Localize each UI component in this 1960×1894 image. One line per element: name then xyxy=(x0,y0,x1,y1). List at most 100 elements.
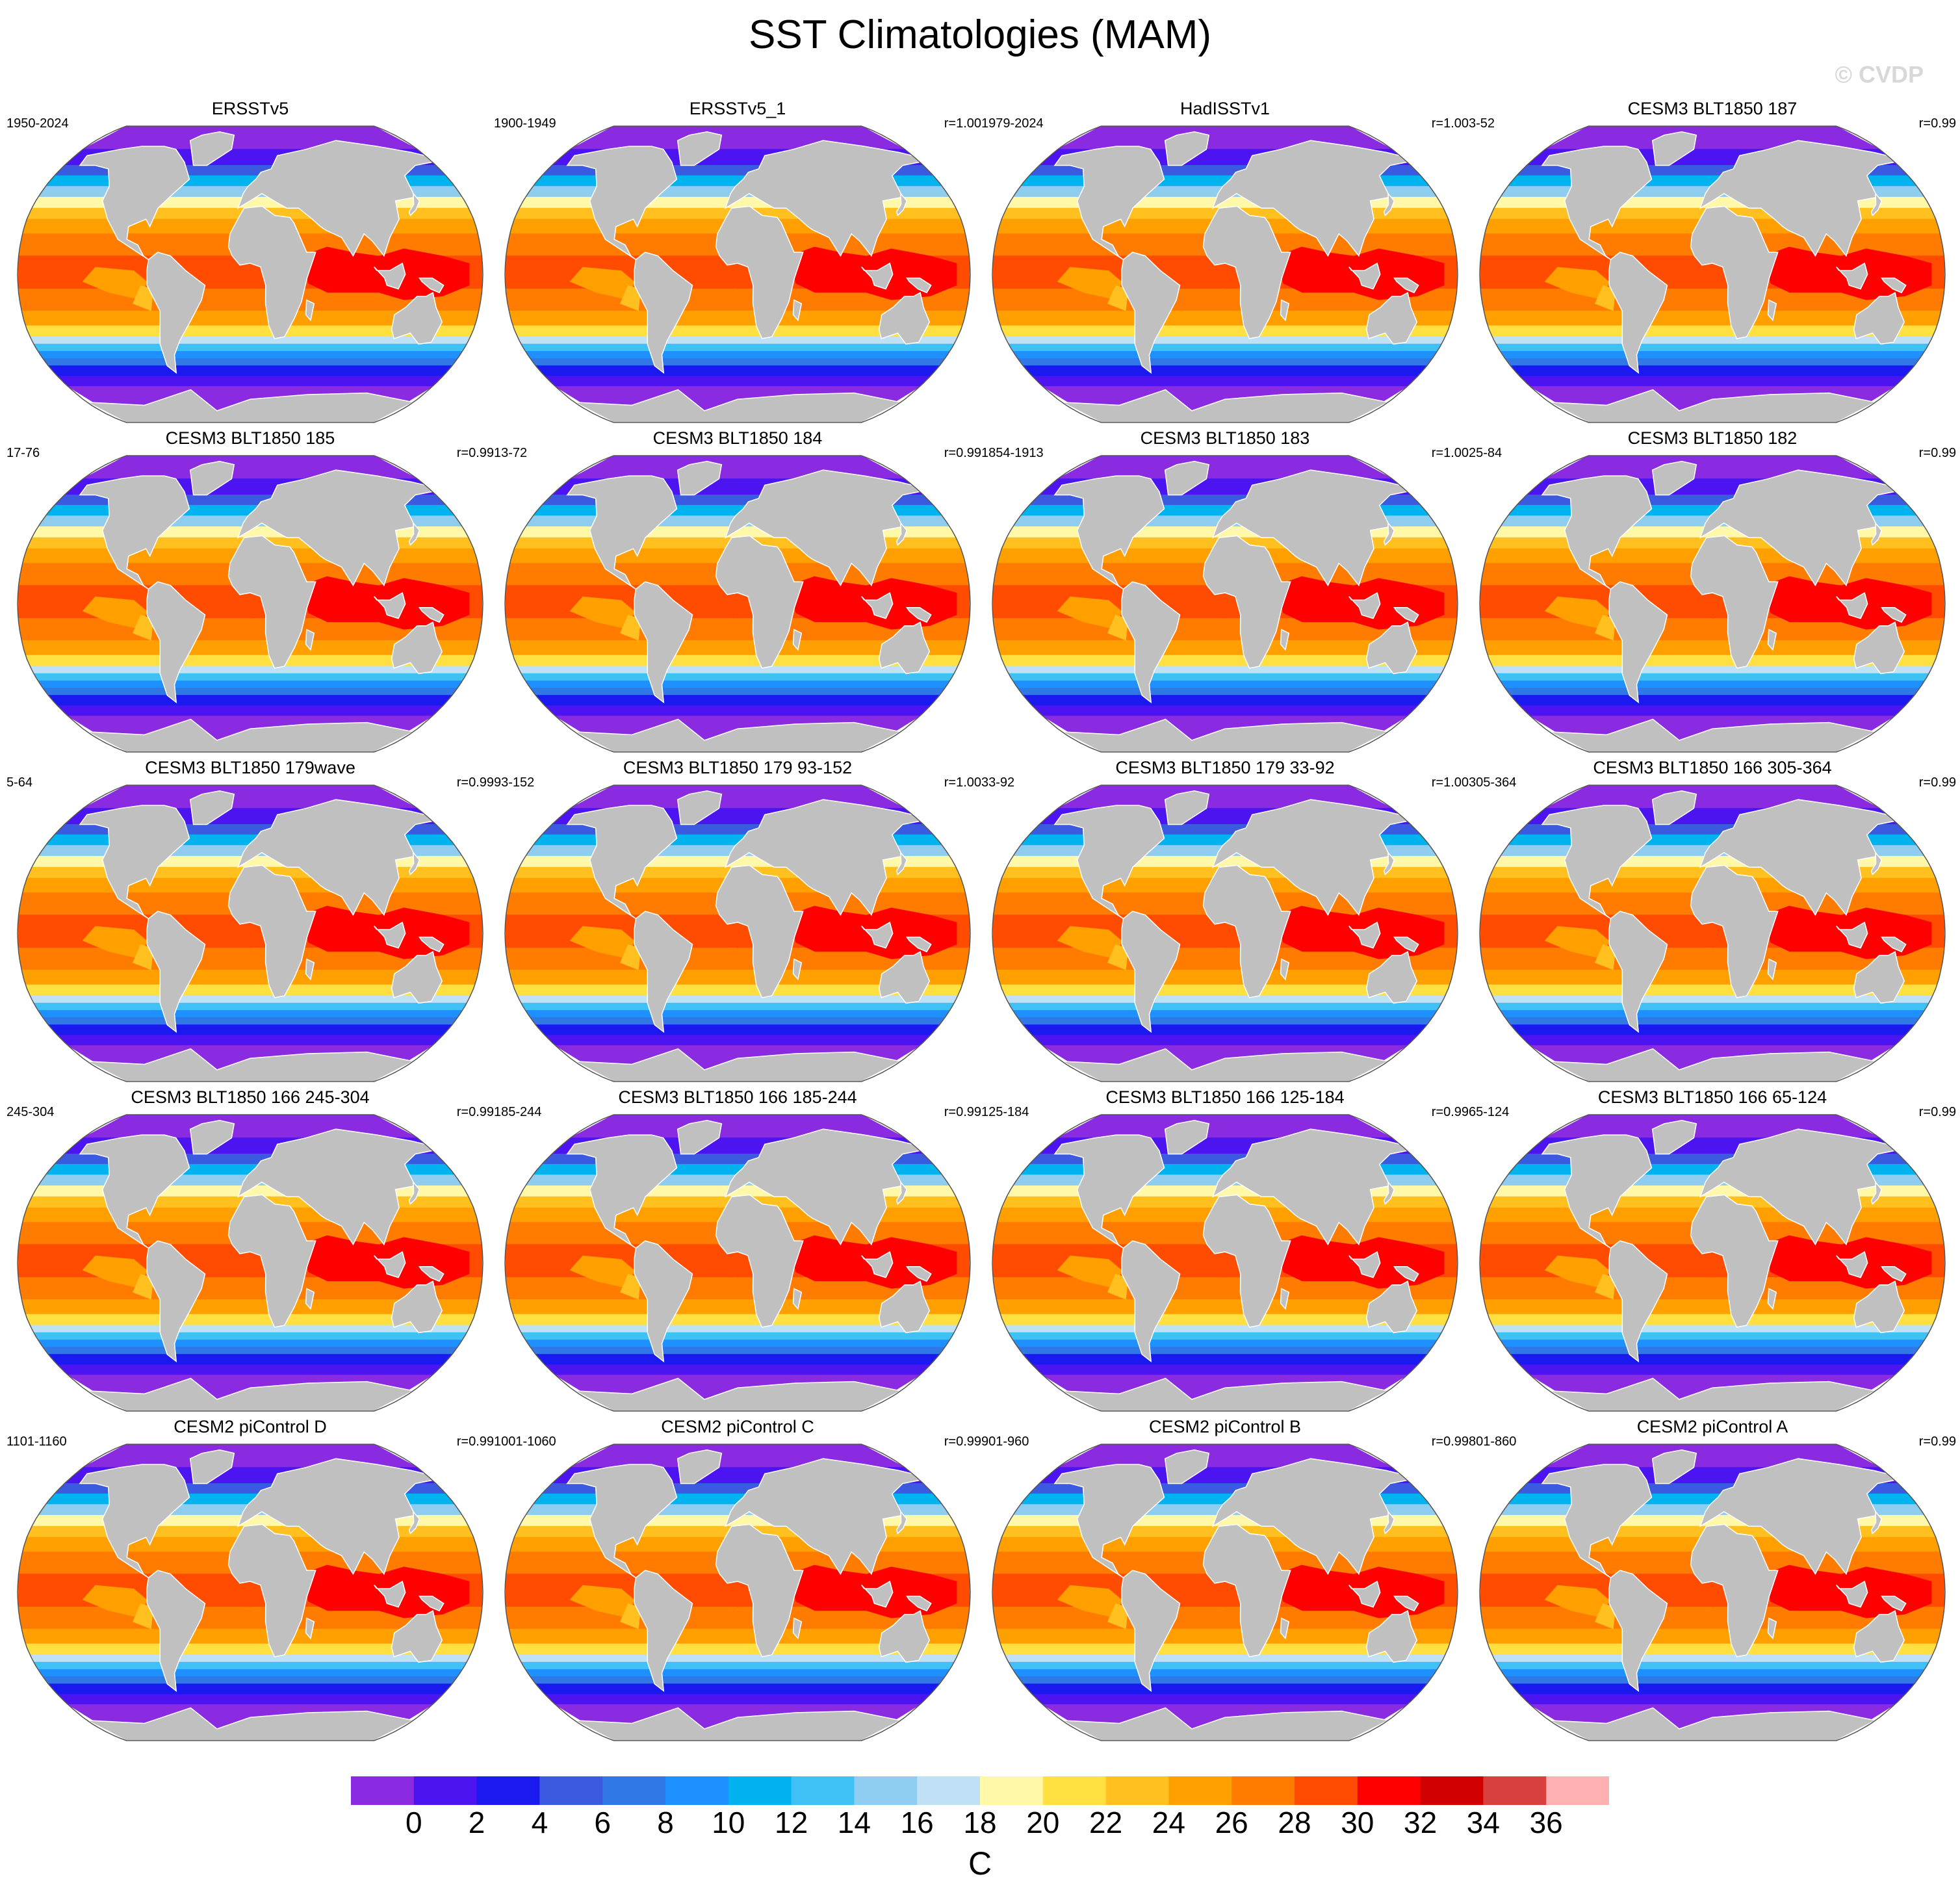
map-panel: CESM3 BLT1850 166 125-184 125-184 r=0.99 xyxy=(981,1086,1469,1412)
land-mass xyxy=(634,581,693,704)
land-mass xyxy=(305,1288,315,1310)
sst-band xyxy=(1017,1676,1433,1685)
page-title: SST Climatologies (MAM) xyxy=(748,12,1211,57)
panel-years: 305-364 xyxy=(1469,775,1517,790)
map-border xyxy=(1479,1114,1946,1412)
land-mass xyxy=(1348,591,1381,619)
sst-anomaly xyxy=(1595,944,1616,970)
sst-anomaly xyxy=(620,1603,641,1629)
panel-title: CESM3 BLT1850 166 185-244 xyxy=(618,1087,857,1107)
sst-band xyxy=(544,1035,931,1046)
sst-anomaly xyxy=(1107,1603,1129,1629)
colorbar-tick-label: 6 xyxy=(594,1806,611,1839)
land-mass xyxy=(408,851,420,876)
panel-title: ERSSTv5_1 xyxy=(689,99,786,118)
land-mass xyxy=(408,521,420,546)
colorbar-swatch xyxy=(351,1776,415,1805)
land-mass xyxy=(1365,951,1418,1004)
colorbar-tick-label: 20 xyxy=(1026,1806,1060,1839)
land-mass xyxy=(1651,1449,1697,1485)
sst-anomaly xyxy=(569,596,635,630)
land-mass xyxy=(1393,1595,1419,1612)
land-mass xyxy=(1121,1570,1181,1693)
land-mass xyxy=(305,958,315,981)
land-mass xyxy=(724,469,921,587)
panel-title: CESM2 piControl B xyxy=(1148,1417,1302,1436)
land-mass xyxy=(1549,1707,1877,1741)
sst-band xyxy=(1491,1325,1933,1333)
map-panel: CESM3 BLT1850 185 17-76 r=0.99 xyxy=(6,427,494,753)
sst-anomaly xyxy=(569,926,635,959)
panel-years: 1854-1913 xyxy=(981,446,1044,460)
land-mass xyxy=(418,277,445,294)
sst-band xyxy=(1008,1002,1442,1011)
colorbar-swatch xyxy=(1483,1776,1547,1805)
land-mass xyxy=(1365,1280,1418,1334)
sst-anomaly xyxy=(1107,615,1129,641)
colorbar-tick-label: 10 xyxy=(712,1806,745,1839)
map-border xyxy=(992,455,1458,753)
panel-title: CESM3 BLT1850 179wave xyxy=(145,758,355,777)
land-mass xyxy=(1280,1288,1290,1310)
map-panel: CESM3 BLT1850 166 245-304 245-304 r=0.99 xyxy=(6,1086,494,1412)
sst-band xyxy=(535,1683,940,1695)
sst-band xyxy=(1004,995,1446,1004)
map-panel: CESM3 BLT1850 166 185-244 185-244 r=0.99 xyxy=(494,1086,981,1412)
sst-band xyxy=(47,1683,453,1695)
sst-band xyxy=(517,995,959,1004)
panel-years: 185-244 xyxy=(494,1105,542,1119)
sst-anomaly xyxy=(133,1274,154,1300)
map-border xyxy=(1479,455,1946,753)
colorbar-swatch xyxy=(1231,1776,1295,1805)
land-mass xyxy=(1549,389,1877,422)
land-mass xyxy=(1853,1610,1905,1663)
sst-band xyxy=(1495,1002,1929,1011)
sst-band xyxy=(535,695,940,707)
sst-band xyxy=(1017,688,1433,696)
land-mass xyxy=(715,864,804,998)
sst-map xyxy=(992,1444,1458,1741)
sst-band xyxy=(57,1035,444,1046)
sst-anomaly xyxy=(82,1255,148,1289)
land-mass xyxy=(1121,252,1181,374)
land-mass xyxy=(1365,292,1418,345)
panel-years: 1900-1949 xyxy=(494,116,556,131)
colorbar-swatch xyxy=(1042,1776,1107,1805)
colorbar-swatch xyxy=(1546,1776,1609,1805)
sst-band xyxy=(1499,351,1926,359)
land-mass xyxy=(418,1265,445,1282)
land-mass xyxy=(1690,1524,1779,1657)
land-mass xyxy=(861,1580,894,1608)
land-mass xyxy=(1767,629,1777,651)
sst-band xyxy=(1008,1661,1442,1670)
land-mass xyxy=(1541,1464,1653,1579)
land-mass xyxy=(1699,1128,1896,1246)
map-border xyxy=(504,1114,971,1412)
land-mass xyxy=(1383,1510,1395,1535)
map-border xyxy=(992,1114,1458,1412)
land-mass xyxy=(1348,921,1381,949)
sst-band xyxy=(1012,681,1438,689)
map-panel: CESM3 BLT1850 166 305-364 305-364 r=0.99 xyxy=(1469,757,1956,1082)
land-mass xyxy=(905,606,932,623)
land-mass xyxy=(878,1610,931,1663)
sst-band xyxy=(1519,1035,1906,1046)
panel-correlation: r=0.99 xyxy=(944,1434,981,1449)
map-border xyxy=(1479,1444,1946,1741)
sst-anomaly xyxy=(82,266,148,300)
sst-band xyxy=(530,688,946,696)
panel-correlation: r=1.00 xyxy=(1431,775,1469,790)
land-mass xyxy=(227,1524,316,1657)
land-mass xyxy=(146,1240,206,1363)
sst-band xyxy=(1499,1669,1926,1678)
land-mass xyxy=(1053,1464,1165,1579)
panel-years: 5-64 xyxy=(6,775,33,790)
sst-anomaly xyxy=(620,285,641,311)
panel-years: 3-52 xyxy=(1469,116,1495,131)
land-mass xyxy=(86,1707,415,1741)
land-mass xyxy=(1836,262,1868,290)
sst-band xyxy=(37,1340,463,1348)
colorbar-swatch xyxy=(917,1776,981,1805)
land-mass xyxy=(1836,1580,1868,1608)
land-mass xyxy=(189,790,235,825)
